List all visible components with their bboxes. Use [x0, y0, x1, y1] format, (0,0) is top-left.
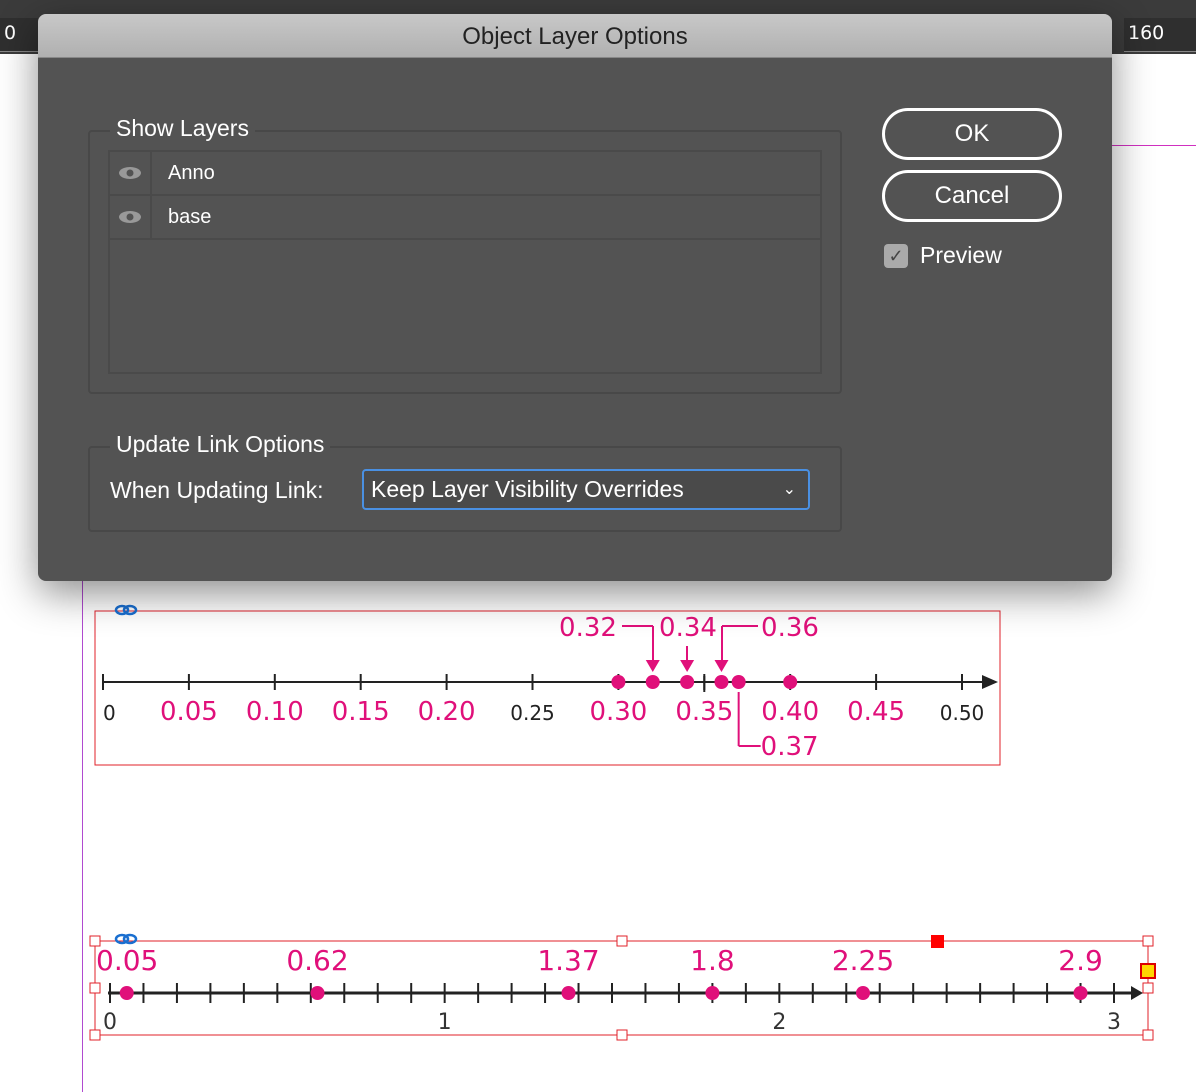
data-point	[611, 675, 626, 689]
tick-label: 0.25	[510, 701, 555, 725]
tick-label: 0.05	[160, 697, 218, 727]
data-point	[705, 986, 720, 1000]
overflow-port	[1140, 963, 1156, 979]
layers-list: Anno base	[108, 150, 822, 374]
layer-row-anno[interactable]: Anno	[110, 152, 820, 196]
tick-label: 0	[103, 701, 116, 725]
selection-handle	[89, 935, 101, 947]
arrow-head	[714, 660, 729, 672]
selection-handle	[1142, 982, 1154, 994]
update-link-group	[88, 446, 842, 532]
show-layers-label: Show Layers	[110, 115, 255, 142]
link-icon	[114, 604, 130, 616]
callout-label: 0.32	[559, 613, 617, 643]
data-point	[310, 986, 325, 1000]
object-layer-options-dialog: Object Layer Options Show Layers Anno ba…	[38, 14, 1112, 581]
point-label: 2.25	[832, 944, 894, 977]
link-icon	[122, 933, 138, 945]
link-icon	[122, 604, 138, 616]
dialog-title: Object Layer Options	[38, 14, 1112, 58]
tick-label: 0.30	[589, 697, 647, 727]
data-point	[731, 675, 746, 689]
eye-icon[interactable]	[110, 196, 152, 238]
point-label: 1.37	[537, 944, 599, 977]
tick-label: 0.15	[332, 697, 390, 727]
selected-frame	[94, 940, 1149, 1036]
eye-icon[interactable]	[110, 152, 152, 194]
layer-row-base[interactable]: base	[110, 196, 820, 240]
point-label: 2.9	[1058, 944, 1103, 977]
text-frame	[94, 610, 1001, 766]
preview-label: Preview	[920, 242, 1002, 268]
data-point	[856, 986, 870, 1000]
point-label: 0.05	[96, 944, 158, 977]
point-label: 0.62	[286, 944, 348, 977]
select-value: Keep Layer Visibility Overrides	[371, 476, 684, 502]
callout-label: 0.36	[761, 613, 819, 643]
horizontal-guide	[1112, 145, 1196, 146]
tick-label: 0.50	[940, 701, 985, 725]
selection-handle	[89, 982, 101, 994]
chevron-down-icon: ⌄	[782, 481, 796, 498]
tick-label: 0.10	[246, 697, 304, 727]
tick-label: 2	[772, 1010, 786, 1035]
selection-handle	[616, 1029, 628, 1041]
axis-arrow	[1131, 986, 1143, 1000]
tick-label: 0.35	[675, 697, 733, 727]
point-label: 1.8	[690, 944, 735, 977]
layer-name: base	[168, 205, 212, 228]
arrow-head	[645, 660, 660, 672]
tick-label: 0	[103, 1010, 117, 1035]
ok-button[interactable]: OK	[882, 108, 1062, 160]
callout-label: 0.37	[761, 732, 819, 762]
tick-label: 0.45	[847, 697, 905, 727]
layer-name: Anno	[168, 161, 215, 184]
link-icon	[114, 933, 130, 945]
selection-handle	[1142, 935, 1154, 947]
update-link-label: Update Link Options	[110, 431, 331, 458]
preview-checkbox[interactable]: ✓ Preview	[884, 242, 1002, 269]
tick-label: 3	[1107, 1010, 1121, 1035]
selection-handle	[616, 935, 628, 947]
content-grabber	[931, 935, 944, 948]
data-point	[645, 675, 660, 689]
callout-label: 0.34	[659, 613, 717, 643]
update-link-select[interactable]: Keep Layer Visibility Overrides ⌄	[362, 469, 810, 510]
tick-label: 0.20	[418, 697, 476, 727]
cancel-button[interactable]: Cancel	[882, 170, 1062, 222]
axis-arrow	[982, 675, 998, 689]
data-point	[119, 986, 134, 1000]
data-point	[783, 675, 798, 689]
data-point	[680, 675, 695, 689]
show-layers-group	[88, 130, 842, 394]
selection-handle	[89, 1029, 101, 1041]
ruler-right: 160	[1124, 18, 1196, 52]
data-point	[714, 675, 729, 689]
tick-label: 1	[438, 1010, 452, 1035]
ruler-left: 0	[0, 18, 38, 52]
selection-handle	[1142, 1029, 1154, 1041]
data-point	[1073, 986, 1088, 1000]
when-updating-label: When Updating Link:	[110, 477, 324, 504]
arrow-head	[680, 660, 695, 672]
checkmark-icon: ✓	[884, 243, 908, 268]
data-point	[561, 986, 576, 1000]
tick-label: 0.40	[761, 697, 819, 727]
